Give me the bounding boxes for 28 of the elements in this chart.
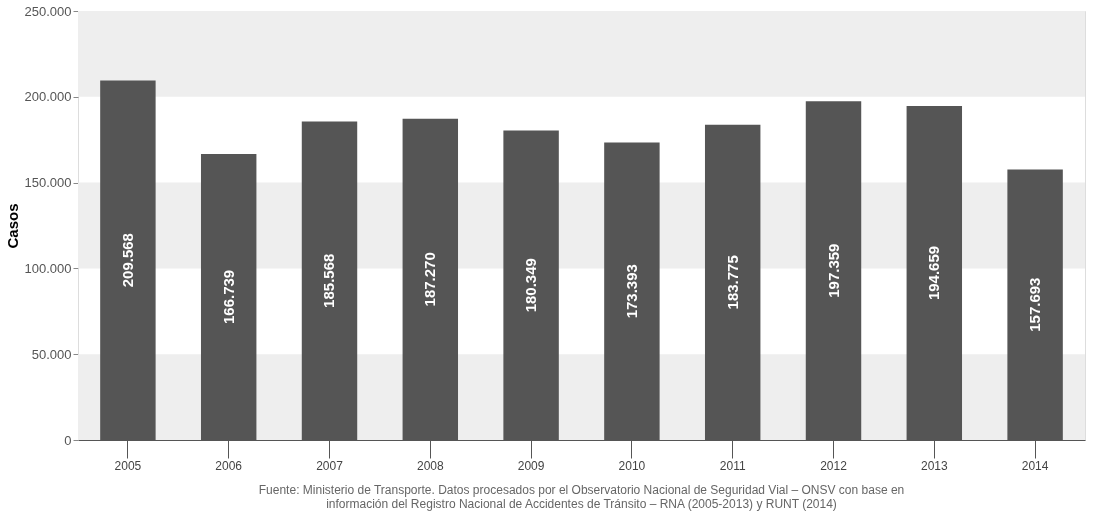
data-label: 209.568 bbox=[118, 233, 136, 288]
y-tick-label: 50.000 bbox=[31, 346, 72, 362]
x-tick-label: 2005 bbox=[114, 458, 142, 473]
x-tick-label: 2008 bbox=[416, 458, 444, 473]
x-tick-label: 2011 bbox=[719, 458, 746, 473]
x-tick-label: 2007 bbox=[316, 458, 344, 473]
source-note: Fuente: Ministerio de Transporte. Datos procesados por el Observatorio Nacional de Seguridad Vial – ONSV con base en información del Registro Nacional de Accidentes de Tránsito – RNA (2005-2013) y RUNT (2014) bbox=[258, 483, 905, 511]
data-label: 197.359 bbox=[824, 243, 842, 298]
x-tick-label: 2014 bbox=[1021, 458, 1049, 473]
y-tick-label: 0 bbox=[64, 432, 72, 448]
x-tick-label: 2006 bbox=[215, 458, 243, 473]
x-tick-label: 2013 bbox=[920, 458, 948, 473]
y-tick-label: 100.000 bbox=[24, 260, 72, 276]
data-label: 180.349 bbox=[522, 258, 540, 313]
data-label: 185.568 bbox=[320, 253, 338, 308]
x-tick-label: 2010 bbox=[618, 458, 646, 473]
data-label: 166.739 bbox=[219, 269, 237, 325]
data-label: 183.775 bbox=[723, 255, 741, 310]
x-tick-label: 2009 bbox=[517, 458, 545, 473]
data-label: 187.270 bbox=[421, 252, 439, 307]
data-label: 173.393 bbox=[622, 264, 640, 319]
y-tick-label: 250.000 bbox=[24, 3, 72, 19]
y-axis-title: Casos bbox=[3, 203, 21, 249]
data-label: 194.659 bbox=[925, 245, 943, 301]
y-tick-label: 200.000 bbox=[24, 89, 72, 105]
y-tick-label: 150.000 bbox=[24, 175, 72, 191]
data-label: 157.693 bbox=[1026, 277, 1044, 332]
x-tick-label: 2012 bbox=[820, 458, 848, 473]
